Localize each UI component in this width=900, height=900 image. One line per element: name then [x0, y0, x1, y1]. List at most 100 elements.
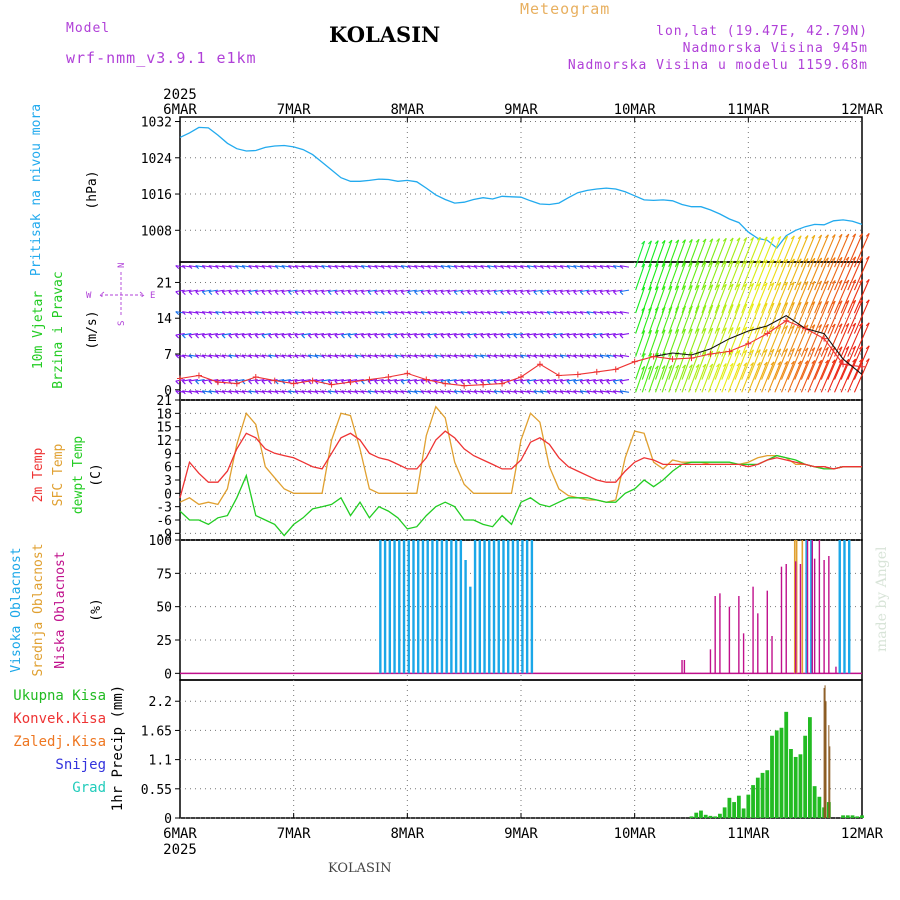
wind-barb-tick: [387, 265, 392, 270]
wind-barb-tick: [743, 237, 748, 241]
wind-barb-tick: [268, 380, 272, 385]
wind-barb: [182, 333, 192, 336]
precip-total-bar: [713, 816, 718, 818]
wind-barb: [820, 280, 836, 314]
wind-barb-tick: [407, 334, 412, 339]
wind-barb: [493, 379, 504, 382]
wind-ytick-label: 21: [156, 276, 172, 291]
wind-barb-tick: [473, 354, 478, 359]
wind-barb: [820, 234, 836, 268]
wind-barb-tick: [716, 261, 720, 265]
wind-barb: [215, 333, 225, 336]
wind-barb: [721, 283, 734, 314]
wind-barb-tick: [586, 265, 591, 270]
wind-barb-tick: [188, 390, 193, 395]
wind-barb: [714, 261, 727, 291]
wind-barb-tick: [859, 256, 863, 261]
wind-barb: [747, 326, 761, 357]
wind-barb-tick: [736, 326, 741, 331]
wind-barb-tick: [321, 354, 325, 359]
wind-barb-tick: [619, 334, 624, 339]
wind-barb-tick: [400, 265, 405, 270]
temp-label-sfc: SFC Temp: [51, 444, 66, 507]
wind-barb-tick: [859, 279, 863, 284]
temp-2m-line: [179, 430, 862, 498]
wind-barb: [474, 289, 484, 293]
wind-barb-tick: [865, 322, 870, 327]
model-altitude-label: Nadmorska Visina u modelu 1159.68m: [567, 58, 868, 73]
wind-barb: [540, 379, 550, 382]
wind-barb-tick: [235, 311, 239, 316]
wind-barb: [414, 289, 424, 293]
time-tick-bottom: 11MAR: [727, 826, 770, 842]
wind-barb: [533, 333, 543, 336]
wind-barb-tick: [506, 291, 511, 296]
wind-barb-tick: [540, 380, 544, 385]
cloud-low-bar: [683, 660, 686, 674]
wind-barb-tick: [825, 280, 829, 285]
wind-barb-tick: [513, 291, 518, 296]
wind-barb-tick: [361, 265, 365, 270]
wind-barb-tick: [380, 291, 385, 296]
wind-barb: [814, 347, 829, 380]
precip-conv-bar: [825, 701, 827, 818]
wind-barb: [348, 289, 358, 293]
wind-barb-tick: [500, 390, 505, 395]
wind-barb-tick: [447, 265, 451, 270]
wind-barb-tick: [447, 354, 451, 359]
wind-barb: [648, 240, 659, 268]
wind-barb: [520, 289, 530, 293]
wind-barb-tick: [201, 354, 206, 359]
wind-barb: [354, 333, 364, 336]
wind-barb: [641, 240, 652, 268]
wind-speed-marker: [309, 377, 316, 384]
wind-barb-tick: [254, 390, 259, 395]
wind-barb-tick: [729, 260, 734, 265]
wind-speed-marker: [252, 374, 259, 380]
wind-barb-tick: [268, 291, 272, 296]
wind-barb-tick: [228, 354, 233, 359]
cloud-low-bar: [714, 596, 716, 674]
cloud-label-mid: Srednja Oblacnost: [31, 543, 46, 676]
wind-barb-tick: [248, 354, 253, 359]
wind-barb: [553, 333, 563, 336]
wind-barb-tick: [453, 291, 458, 296]
wind-barb-tick: [420, 291, 425, 296]
wind-barb-tick: [811, 257, 816, 262]
wind-barb-tick: [573, 265, 577, 270]
wind-speed-marker: [707, 351, 714, 357]
wind-barb-tick: [520, 311, 524, 316]
wind-barb-tick: [427, 380, 432, 385]
wind-barb-tick: [175, 311, 180, 316]
wind-barb: [334, 289, 344, 293]
cloud-high-bar: [521, 540, 524, 674]
wind-barb-tick: [414, 334, 418, 339]
wind-barb: [668, 364, 680, 393]
wind-barb: [727, 283, 741, 314]
wind-barb: [780, 235, 795, 268]
wind-barb-tick: [606, 265, 611, 270]
wind-barb: [215, 379, 225, 382]
wind-barb: [734, 283, 748, 314]
wind-barb-tick: [579, 380, 584, 385]
wind-barb-tick: [750, 282, 754, 287]
wind-speed-marker: [423, 376, 430, 383]
wind-barb-tick: [374, 354, 379, 359]
wind-barb-tick: [838, 300, 843, 305]
wind-barb-tick: [612, 354, 617, 359]
precip-total-bar: [817, 796, 822, 818]
wind-barb-tick: [546, 354, 551, 359]
wind-barb-tick: [334, 291, 339, 296]
lonlat-label: lon,lat (19.47E, 42.79N): [656, 24, 868, 39]
wind-barb-tick: [440, 291, 445, 296]
wind-barb: [741, 283, 755, 314]
wind-barb-tick: [453, 334, 458, 339]
wind-barb: [427, 289, 437, 293]
cloud-mid-bar: [795, 540, 798, 674]
footer-station: KOLASIN: [328, 861, 392, 876]
wind-barb: [674, 262, 686, 291]
wind-barb-tick: [579, 311, 584, 316]
wind-barb-tick: [274, 390, 279, 395]
precip-label-0: Ukupna Kisa: [13, 688, 106, 704]
wind-barb-tick: [818, 280, 822, 285]
